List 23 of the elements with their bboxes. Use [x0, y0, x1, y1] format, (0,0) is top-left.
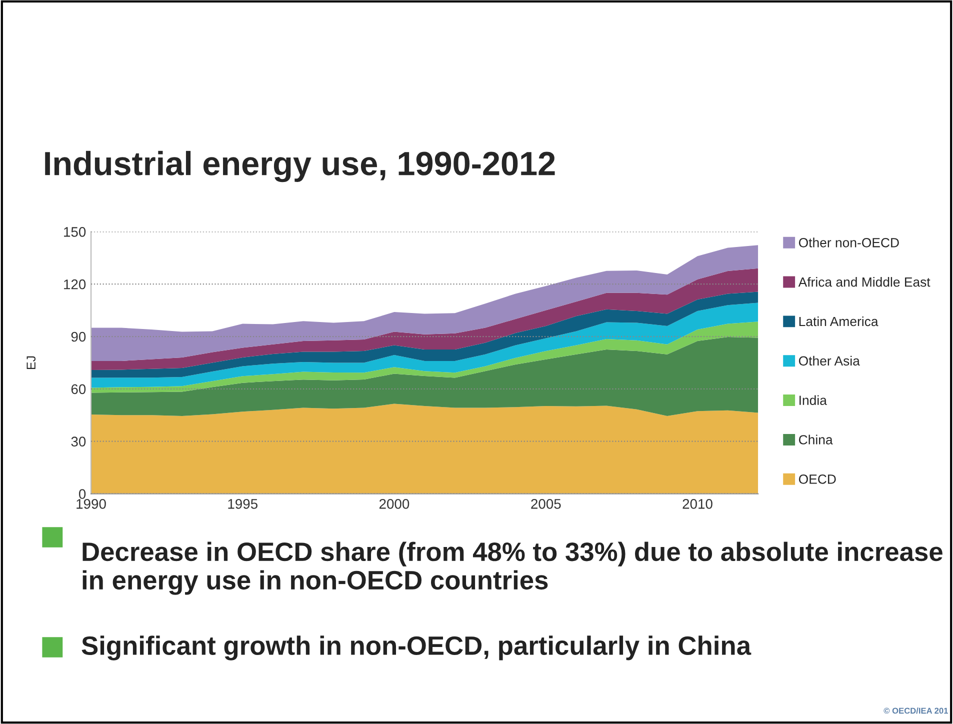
text: Decrease in OECD share (from 48% to 33%) due to absolute increase in energy use in non-OECD countries [82, 542, 942, 595]
y-tick-label: 120 [64, 279, 86, 290]
legend-label: Other Asia [798, 356, 860, 366]
legend-label: China [798, 434, 833, 444]
y-tick-label: 30 [71, 436, 86, 447]
legend-label: India [800, 395, 827, 405]
y-tick-label: 0 [78, 489, 86, 499]
y-tick-label: 60 [71, 384, 86, 394]
text: © OECD/IEA 201 [884, 708, 948, 714]
y-axis-title: EJ [26, 356, 36, 369]
legend-label: Africa and Middle East [798, 277, 930, 287]
y-tick-label: 150 [64, 227, 86, 237]
x-tick-label: 2010 [682, 498, 712, 509]
legend-label: Other non-OECD [798, 238, 899, 248]
chart-title: Industrial energy use, 1990-2012 [45, 150, 555, 182]
x-tick-label: 1995 [228, 498, 258, 509]
x-tick-label: 2000 [379, 498, 410, 509]
y-tick-label: 90 [71, 332, 86, 342]
legend-label: OECD [798, 474, 836, 484]
text: Significant growth in non-OECD, particularly in China [82, 636, 752, 660]
legend-label: Latin America [799, 316, 878, 326]
x-tick-label: 2005 [531, 498, 561, 509]
x-tick-label: 1990 [76, 498, 106, 509]
